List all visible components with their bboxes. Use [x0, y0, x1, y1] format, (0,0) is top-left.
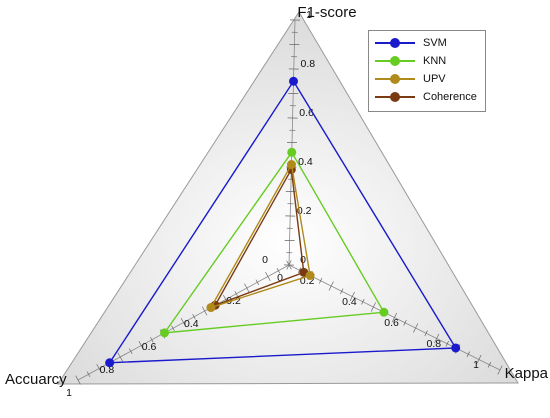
axis-ticks: 00.20.40.60.8100.20.40.60.8100.20.40.60.…: [66, 9, 503, 399]
axis-tick-label: 0.4: [184, 318, 199, 330]
chart-legend: SVM KNN UPV Coherence: [368, 30, 486, 112]
axis-title-accuarcy: Accuarcy: [5, 371, 67, 388]
legend-item-upv: UPV: [375, 70, 479, 88]
axis-tick-label: 0.4: [298, 156, 313, 168]
series-layer: [105, 76, 461, 368]
legend-label: SVM: [423, 37, 447, 49]
axis-tick-label: 0.8: [426, 338, 441, 350]
axis-tick-mark: [319, 277, 323, 284]
axis-tick-label: 0.2: [297, 205, 312, 217]
axis-tick-mark: [445, 340, 449, 347]
axis-tick-label: 0: [277, 272, 283, 284]
axis-tick-label: 0.8: [300, 58, 315, 70]
data-point-knn: [287, 147, 297, 157]
legend-label: Coherence: [423, 91, 477, 103]
axis-tick-label: 0.6: [299, 107, 314, 119]
legend-swatch: [375, 56, 415, 66]
data-point-upv: [286, 160, 296, 170]
axis-tick-mark: [487, 361, 492, 368]
axis-tick-mark: [117, 352, 123, 362]
axis-tick-mark: [129, 348, 133, 355]
legend-item-coherence: Coherence: [375, 88, 479, 106]
axis-tick-mark: [286, 260, 292, 270]
axis-tick-mark: [234, 290, 238, 297]
axis-tick-label: 0: [262, 254, 268, 266]
axis-tick-label: 1: [306, 9, 312, 21]
axis-titles: F1-score Kappa Accuarcy: [5, 4, 549, 388]
series-line-svm: [108, 79, 457, 364]
legend-swatch: [375, 92, 415, 102]
axis-tick-mark: [476, 354, 482, 365]
legend-item-knn: KNN: [375, 52, 479, 70]
axis-tick-label: 0.6: [142, 341, 157, 353]
radar-background: [57, 11, 519, 385]
axis-tick-mark: [150, 336, 154, 343]
series-line-upv: [209, 162, 311, 309]
axis-tick-mark: [192, 313, 196, 320]
data-point-knn: [160, 328, 170, 338]
series-line-coherence: [213, 167, 305, 307]
axis-tick-mark: [201, 306, 208, 316]
legend-swatch: [375, 38, 415, 48]
axis-tick-mark: [466, 351, 470, 358]
axis-tick-mark: [349, 291, 355, 302]
axis-title-f1-score: F1-score: [297, 4, 356, 21]
axis-tick-mark: [403, 319, 407, 326]
data-point-svm: [105, 358, 115, 368]
axis-tick-mark: [434, 333, 440, 344]
axis-tick-label: 0.4: [342, 296, 357, 308]
axis-tick-label: 1: [473, 359, 479, 371]
data-point-svm: [451, 343, 461, 353]
axis-tick-mark: [96, 363, 102, 374]
radar-outer-triangle: [57, 11, 519, 385]
axis-tick-mark: [86, 371, 91, 378]
axis-tick-mark: [265, 271, 271, 282]
legend-item-svm: SVM: [375, 34, 479, 52]
data-point-upv: [206, 303, 216, 313]
axis-tick-mark: [497, 365, 503, 375]
data-point-knn: [379, 307, 389, 317]
axis-title-kappa: Kappa: [505, 365, 549, 382]
axis-tick-mark: [276, 267, 281, 274]
axis-tick-label: 0.2: [226, 295, 241, 307]
axis-tick-label: 0.6: [384, 317, 399, 329]
axis-tick-mark: [180, 317, 187, 328]
axis-tick-mark: [361, 298, 365, 305]
legend-label: KNN: [423, 55, 447, 67]
data-point-upv: [305, 271, 315, 280]
axis-tick-mark: [340, 288, 344, 295]
axis-tick-label: 0: [300, 254, 306, 266]
data-point-svm: [289, 76, 298, 86]
axis-tick-mark: [297, 267, 302, 274]
axis-tick-mark: [391, 312, 398, 323]
axis-tick-mark: [75, 375, 81, 385]
axis-tick-mark: [370, 302, 376, 312]
axis-tick-mark: [255, 279, 260, 286]
legend-swatch: [375, 74, 415, 84]
axis-tick-mark: [424, 330, 428, 337]
axis-tick-mark: [244, 283, 250, 293]
axis-tick-label: 1: [66, 387, 72, 399]
axis-tick-mark: [328, 281, 334, 291]
axis-tick-mark: [171, 325, 175, 332]
series-line-knn: [163, 151, 386, 334]
axis-tick-mark: [413, 323, 419, 333]
legend-label: UPV: [423, 73, 446, 85]
axis-tick-mark: [138, 340, 145, 351]
